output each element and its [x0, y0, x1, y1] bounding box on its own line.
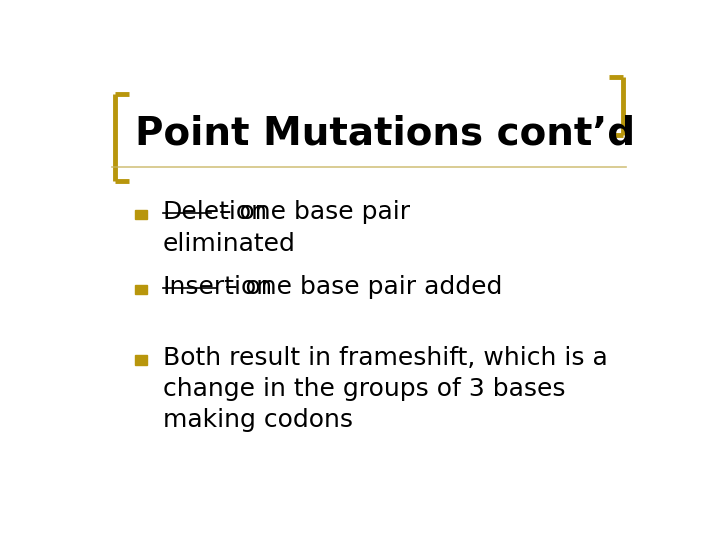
Text: Both result in frameshift, which is a: Both result in frameshift, which is a — [163, 346, 607, 370]
Text: Point Mutations cont’d: Point Mutations cont’d — [135, 114, 635, 152]
Text: Insertion: Insertion — [163, 275, 273, 299]
Text: change in the groups of 3 bases: change in the groups of 3 bases — [163, 377, 565, 401]
Text: making codons: making codons — [163, 408, 353, 433]
Text: Deletion: Deletion — [163, 200, 268, 225]
Bar — [135, 355, 147, 364]
Bar — [135, 285, 147, 294]
Bar — [135, 210, 147, 219]
Text: eliminated: eliminated — [163, 232, 295, 255]
Text: – one base pair added: – one base pair added — [217, 275, 502, 299]
Text: – one base pair: – one base pair — [211, 200, 410, 225]
